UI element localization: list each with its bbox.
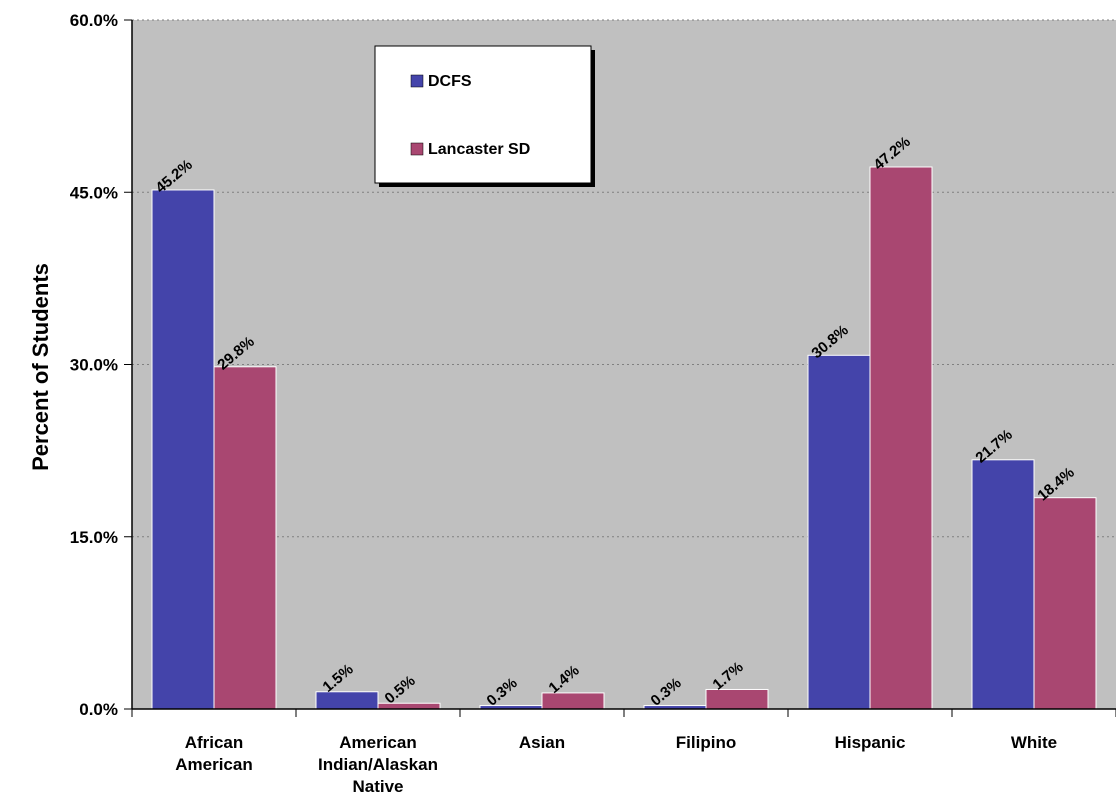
y-tick-label: 60.0% — [70, 11, 118, 30]
legend: DCFS Lancaster SD — [374, 45, 595, 187]
bar-lancaster-sd — [869, 166, 933, 710]
bar-dcfs — [151, 189, 215, 710]
axes — [124, 19, 1116, 717]
legend-label: DCFS — [428, 73, 472, 90]
x-category-label: Asian — [519, 733, 565, 752]
bar-lancaster-sd — [705, 688, 769, 710]
y-tick-labels: 0.0% 15.0% 30.0% 45.0% 60.0% — [70, 11, 118, 719]
bar-dcfs — [315, 691, 379, 710]
x-category-label: African American — [175, 733, 252, 774]
y-tick-label: 15.0% — [70, 528, 118, 547]
gridlines — [132, 19, 1116, 538]
legend-box — [374, 45, 592, 184]
legend-label: Lancaster SD — [428, 141, 530, 158]
legend-swatch — [410, 142, 424, 156]
x-category-label: Filipino — [676, 733, 736, 752]
category-labels: African American American Indian/Alaskan Nat… — [175, 733, 1057, 796]
bar-lancaster-sd — [213, 366, 277, 710]
x-category-label: American Indian/Alaskan Native — [318, 733, 438, 796]
x-category-label: Hispanic — [835, 733, 906, 752]
legend-swatch — [410, 74, 424, 88]
y-tick-label: 30.0% — [70, 356, 118, 375]
y-tick-label: 0.0% — [79, 700, 118, 719]
y-tick-label: 45.0% — [70, 183, 118, 202]
bar-lancaster-sd — [1033, 497, 1097, 710]
bar-dcfs — [971, 459, 1035, 710]
bar-dcfs — [807, 354, 871, 710]
y-axis-title: Percent of Students — [28, 263, 53, 471]
bar-lancaster-sd — [541, 692, 605, 710]
bars — [151, 166, 1097, 710]
bar-lancaster-sd — [377, 702, 441, 710]
x-category-label: White — [1011, 733, 1057, 752]
